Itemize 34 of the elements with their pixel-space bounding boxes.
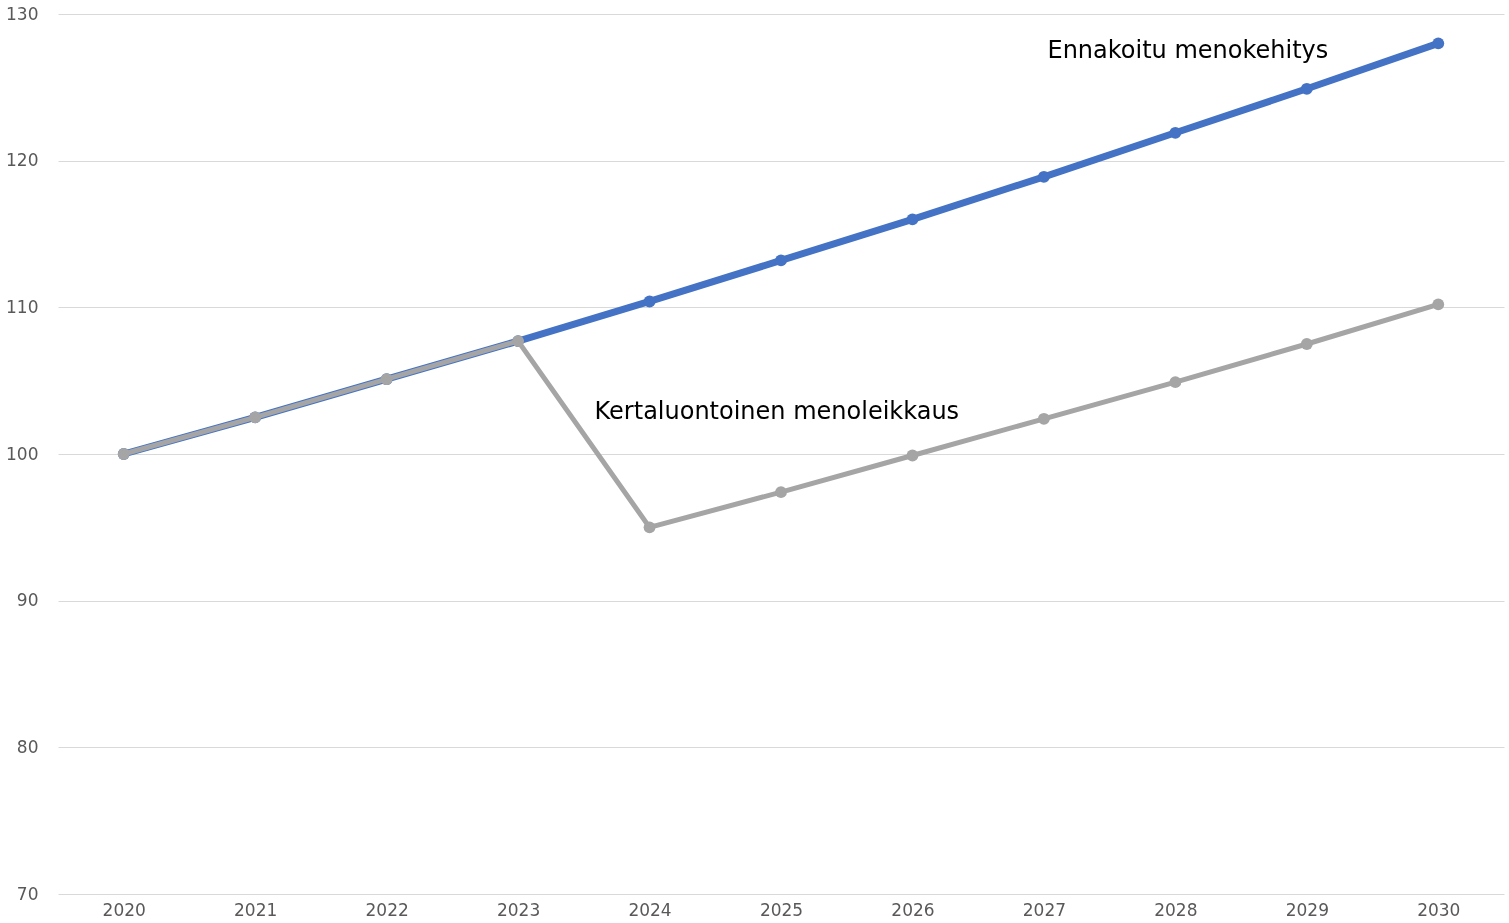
x-tick-label: 2029 [1285,899,1329,920]
y-tick-label: 130 [6,3,39,24]
y-tick-label: 70 [16,883,39,904]
point [1432,37,1445,50]
point [1432,298,1445,311]
point [906,213,919,226]
x-tick-label: 2022 [365,899,409,920]
series-label: Ennakoitu menokehitys [1047,36,1329,65]
x-tick-label: 2020 [102,899,146,920]
point [643,295,656,308]
x-tick-label: 2030 [1417,899,1461,920]
point [1037,170,1050,183]
y-tick-label: 110 [6,296,39,317]
x-tick-label: 2021 [234,899,278,920]
point [1300,338,1313,350]
series-label: Kertaluontoinen menoleikkaus [594,397,960,426]
x-tick-label: 2024 [628,899,672,920]
point [643,521,656,534]
x-tick-label: 2027 [1022,899,1067,920]
x-tick-label: 2028 [1154,899,1198,920]
y-tick-label: 90 [16,590,39,611]
point [1300,82,1313,95]
point [775,254,787,267]
point [1169,126,1182,139]
y-tick-label: 100 [6,443,39,464]
y-tick-label: 80 [16,736,39,757]
x-tick-label: 2025 [759,899,804,920]
point [906,449,919,462]
point [1037,412,1050,425]
point [775,486,787,499]
y-tick-label: 120 [6,150,39,171]
point [1169,376,1182,389]
x-tick-label: 2023 [496,899,541,920]
x-tick-label: 2026 [891,899,935,920]
